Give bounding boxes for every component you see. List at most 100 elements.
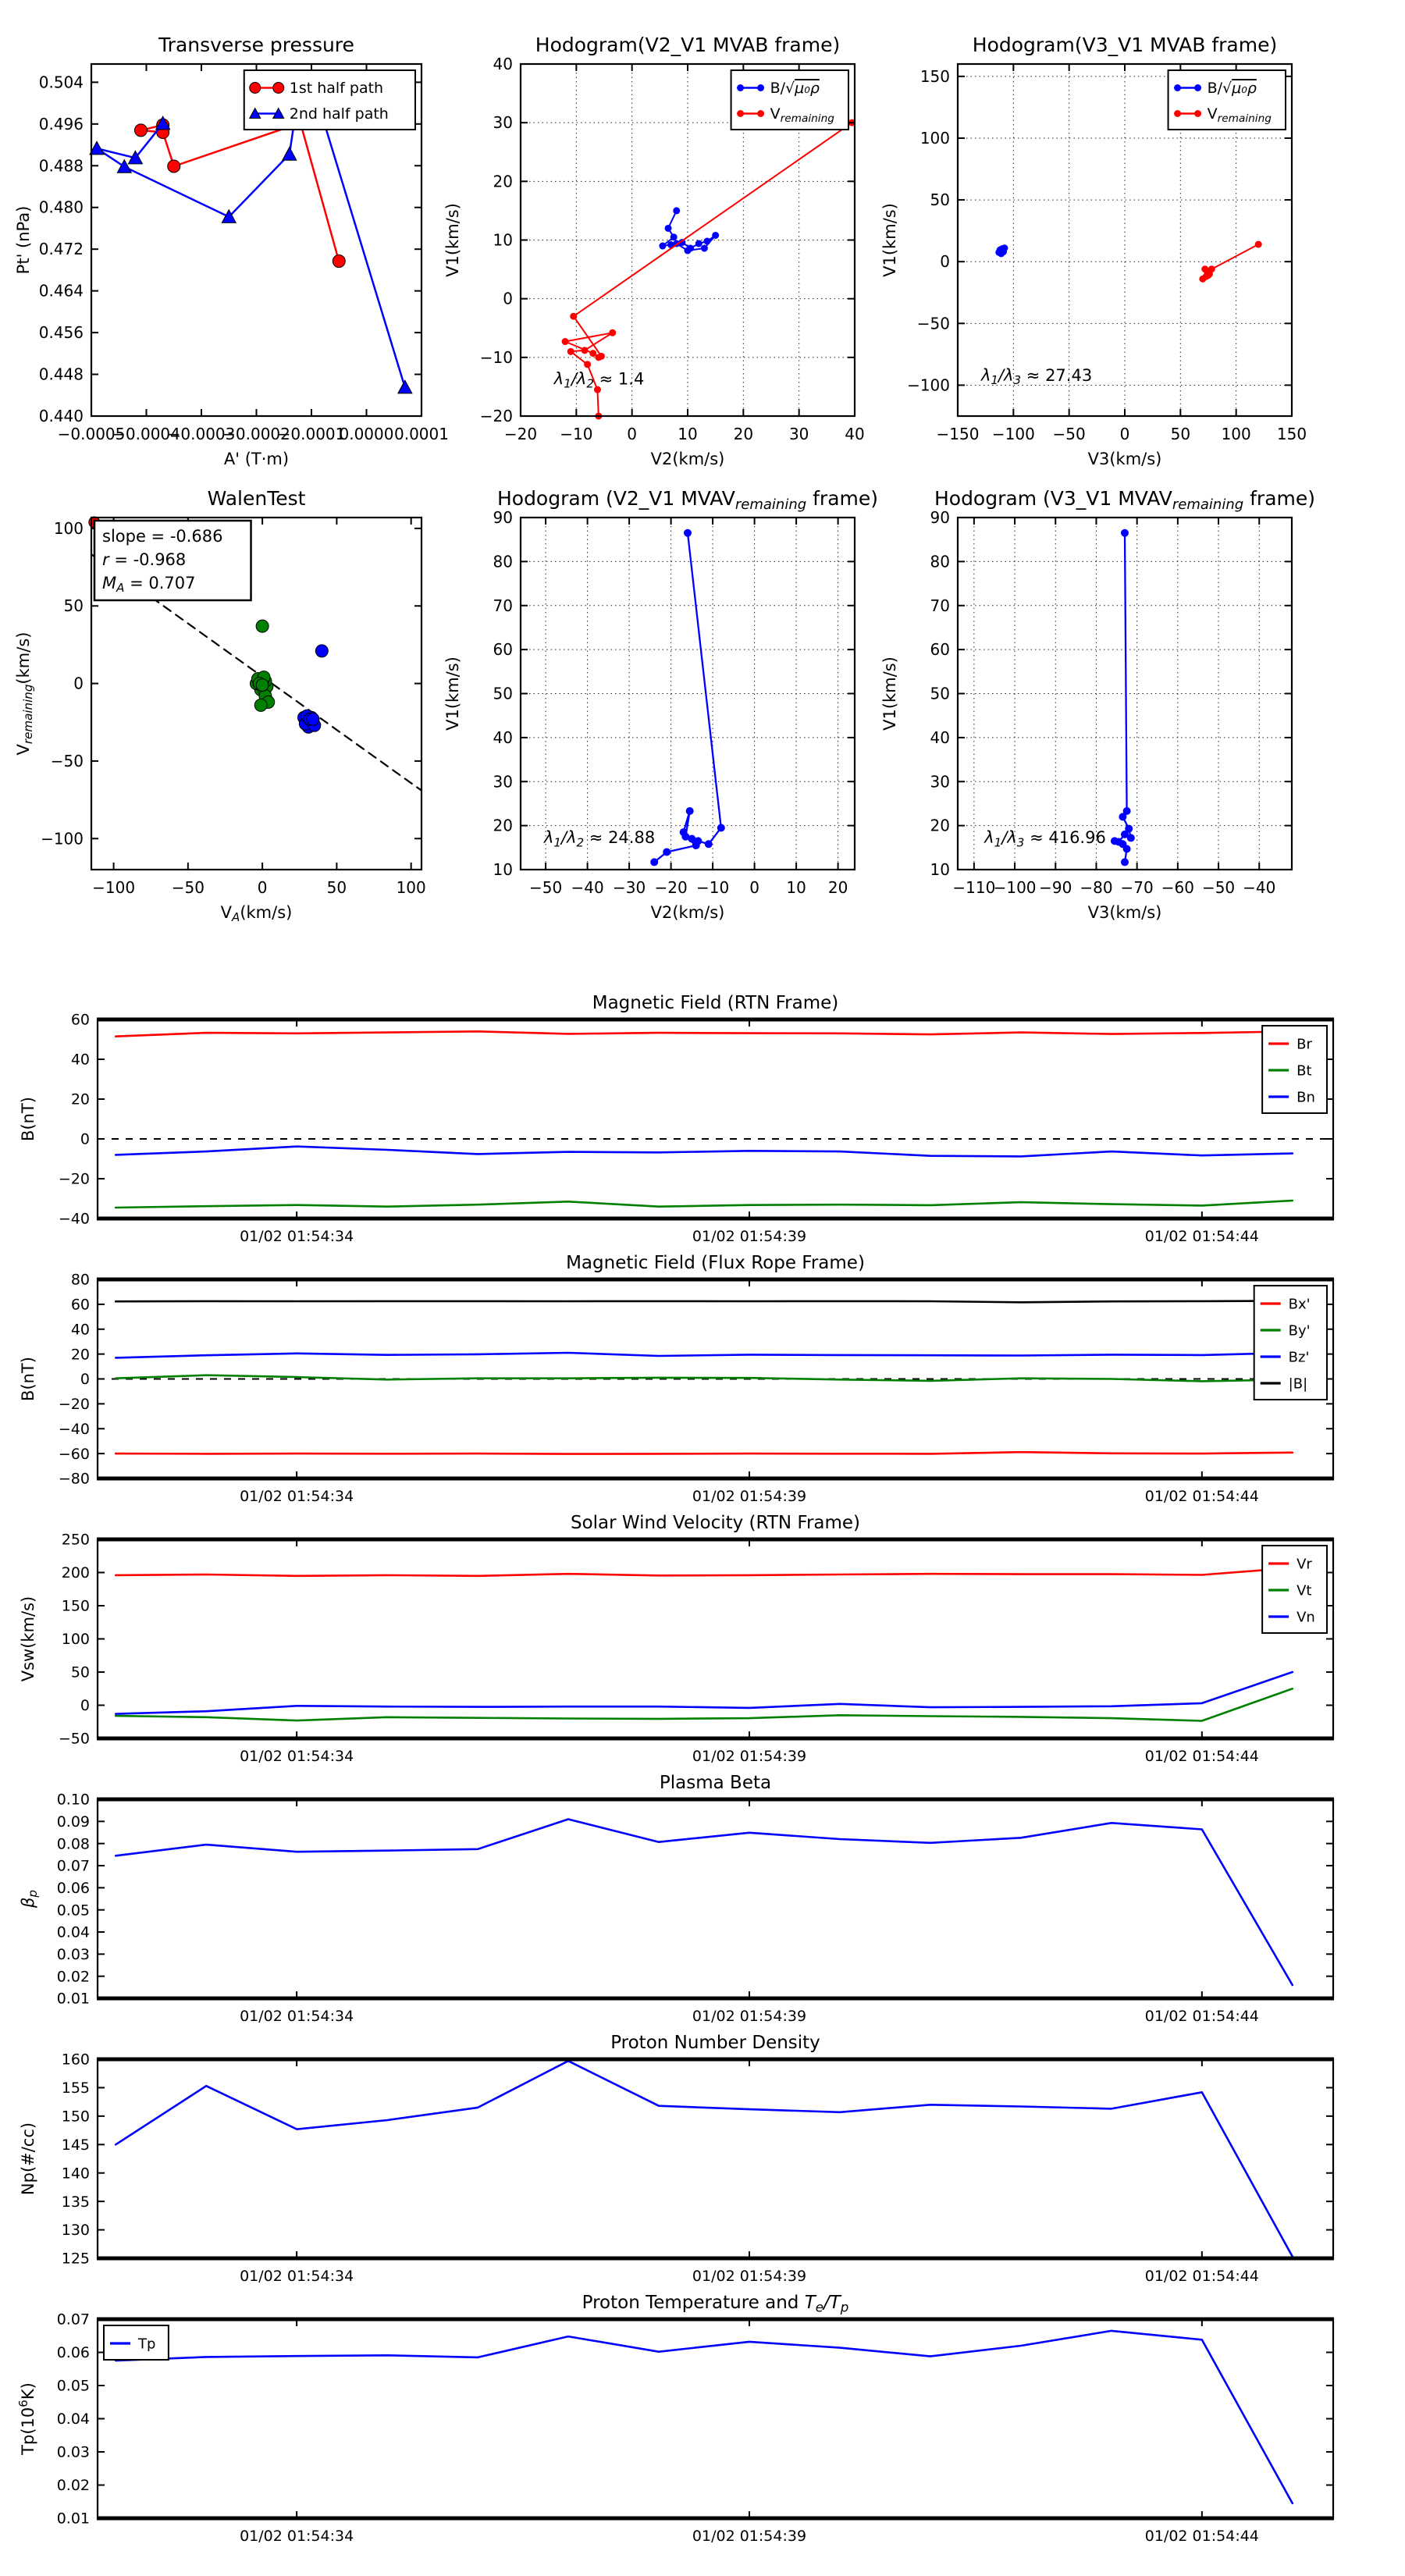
plot-title: Proton Temperature and Te/Tp — [582, 2293, 849, 2315]
svg-text:−10: −10 — [696, 878, 729, 897]
x-axis-label: V2(km/s) — [651, 450, 725, 468]
plot-title: Hodogram (V3_V1 MVAVremaining frame) — [934, 487, 1315, 513]
svg-text:20: 20 — [930, 817, 950, 835]
y-axis-label: V1(km/s) — [443, 656, 462, 731]
svg-text:−100: −100 — [994, 878, 1037, 897]
svg-text:10: 10 — [678, 425, 697, 443]
svg-text:150: 150 — [1277, 425, 1307, 443]
svg-text:−10: −10 — [560, 425, 592, 443]
svg-text:10: 10 — [493, 860, 513, 879]
series-Bx-prime — [114, 1450, 1294, 1455]
svg-text:0.01: 0.01 — [57, 2510, 90, 2528]
svg-text:−20: −20 — [59, 1396, 90, 1413]
svg-text:01/02 01:54:34: 01/02 01:54:34 — [240, 2268, 354, 2285]
svg-text:0.440: 0.440 — [39, 407, 84, 425]
svg-text:30: 30 — [930, 772, 950, 791]
series-V-remaining — [1199, 240, 1262, 283]
svg-text:Bz': Bz' — [1289, 1349, 1310, 1365]
svg-text:Vt: Vt — [1297, 1582, 1311, 1599]
plot-hodogram-v2v1-mvav: −50 −40 −30 −20 −10 0 10 20 10 20 30 40 50 60 70 80 90Ho… — [443, 487, 878, 922]
plot-title: Magnetic Field (Flux Rope Frame) — [566, 1253, 865, 1273]
svg-text:Vremaining: Vremaining — [1208, 105, 1272, 125]
svg-text:250: 250 — [62, 1532, 90, 1549]
svg-text:150: 150 — [62, 2108, 90, 2126]
svg-text:0: 0 — [1120, 425, 1130, 443]
svg-text:0.448: 0.448 — [39, 365, 84, 384]
svg-text:0.05: 0.05 — [57, 2378, 90, 2395]
svg-text:−40: −40 — [1243, 878, 1275, 897]
svg-text:−0.0004: −0.0004 — [112, 425, 180, 443]
tick-labels: −150 −100 −50 0 50 100 150 −100 −50 0 50 100 150 — [907, 67, 1307, 443]
svg-text:−100: −100 — [41, 829, 84, 848]
plot-proton-density: 01/02 01:54:34 01/02 01:54:39 01/02 01:54:… — [19, 2033, 1335, 2285]
svg-text:−50: −50 — [51, 752, 84, 770]
series-B-over-sqrt-mu0rho — [659, 207, 720, 254]
svg-text:−0.0005: −0.0005 — [58, 425, 126, 443]
svg-text:01/02 01:54:34: 01/02 01:54:34 — [240, 1748, 354, 1765]
plot-title: Hodogram (V2_V1 MVAVremaining frame) — [497, 487, 878, 513]
svg-text:100: 100 — [62, 1631, 90, 1648]
lambda-annotation: λ1/λ2 ≈ 1.4 — [553, 369, 645, 390]
svg-text:01/02 01:54:34: 01/02 01:54:34 — [240, 2528, 354, 2545]
series-1st half path — [133, 116, 346, 269]
legend: Vr Vt Vn — [1261, 1545, 1328, 1634]
legend: Bx' By' Bz' |B| — [1253, 1285, 1329, 1400]
svg-text:200: 200 — [62, 1564, 90, 1582]
plot-title: Transverse pressure — [158, 34, 354, 56]
svg-text:r = -0.968: r = -0.968 — [102, 550, 186, 569]
svg-text:0.10: 0.10 — [57, 1791, 90, 1809]
legend: B/√μ₀ρ Vremaining — [730, 69, 849, 130]
svg-text:40: 40 — [493, 728, 513, 747]
series-Bz-prime — [114, 1351, 1294, 1359]
ticks — [958, 517, 1292, 870]
svg-text:0.472: 0.472 — [39, 240, 84, 258]
legend: Tp — [103, 2325, 169, 2361]
svg-text:B/√μ₀ρ: B/√μ₀ρ — [770, 80, 820, 97]
svg-text:B/√μ₀ρ: B/√μ₀ρ — [1208, 80, 1257, 97]
svg-text:30: 30 — [493, 113, 513, 132]
svg-text:−40: −40 — [571, 878, 603, 897]
svg-text:01/02 01:54:44: 01/02 01:54:44 — [1145, 2268, 1259, 2285]
x-axis-label: VA(km/s) — [221, 903, 293, 924]
axes-frame — [96, 2318, 1335, 2520]
svg-text:Bt: Bt — [1297, 1062, 1311, 1079]
svg-text:0.464: 0.464 — [39, 282, 84, 301]
svg-text:By': By' — [1289, 1322, 1311, 1339]
grid — [958, 517, 1292, 870]
y-axis-label: βp — [19, 1890, 40, 1909]
svg-text:140: 140 — [62, 2165, 90, 2182]
svg-text:MA = 0.707: MA = 0.707 — [102, 574, 196, 595]
svg-text:−10: −10 — [480, 348, 513, 367]
y-axis-label: Pt' (nPa) — [14, 206, 33, 275]
svg-text:60: 60 — [930, 640, 950, 659]
svg-text:100: 100 — [54, 519, 84, 538]
svg-text:01/02 01:54:34: 01/02 01:54:34 — [240, 1228, 354, 1245]
svg-text:40: 40 — [71, 1051, 90, 1069]
svg-text:0.480: 0.480 — [39, 198, 84, 217]
svg-text:125: 125 — [62, 2250, 90, 2268]
svg-text:−40: −40 — [59, 1421, 90, 1438]
svg-text:01/02 01:54:39: 01/02 01:54:39 — [692, 1488, 806, 1505]
svg-text:Vn: Vn — [1297, 1609, 1315, 1625]
svg-text:01/02 01:54:44: 01/02 01:54:44 — [1145, 1228, 1259, 1245]
svg-text:80: 80 — [493, 552, 513, 571]
svg-text:10: 10 — [930, 860, 950, 879]
svg-text:Tp: Tp — [137, 2336, 155, 2352]
legend: Br Bt Bn — [1261, 1025, 1328, 1114]
x-axis-label: A' (T·m) — [224, 450, 289, 468]
svg-text:100: 100 — [397, 878, 426, 897]
plot-title: Hodogram(V3_V1 MVAB frame) — [973, 34, 1277, 56]
svg-text:0: 0 — [80, 1131, 90, 1148]
svg-text:135: 135 — [62, 2194, 90, 2211]
plot-plasma-beta: 01/02 01:54:34 01/02 01:54:39 01/02 01:54:… — [19, 1773, 1335, 2025]
tick-labels: 01/02 01:54:34 01/02 01:54:39 01/02 01:54:… — [59, 1012, 1259, 1245]
plot-hodogram-v2v1-mvab: −20 −10 0 10 20 30 40 −20 −10 0 10 20 30 40 Hodogram(V… — [443, 34, 865, 468]
x-axis-label: V3(km/s) — [1088, 450, 1162, 468]
series-Tp — [114, 2329, 1294, 2505]
svg-text:100: 100 — [920, 129, 950, 148]
svg-text:20: 20 — [71, 1346, 90, 1363]
svg-text:−100: −100 — [992, 425, 1035, 443]
svg-text:−80: −80 — [59, 1471, 90, 1488]
ticks — [91, 518, 422, 870]
